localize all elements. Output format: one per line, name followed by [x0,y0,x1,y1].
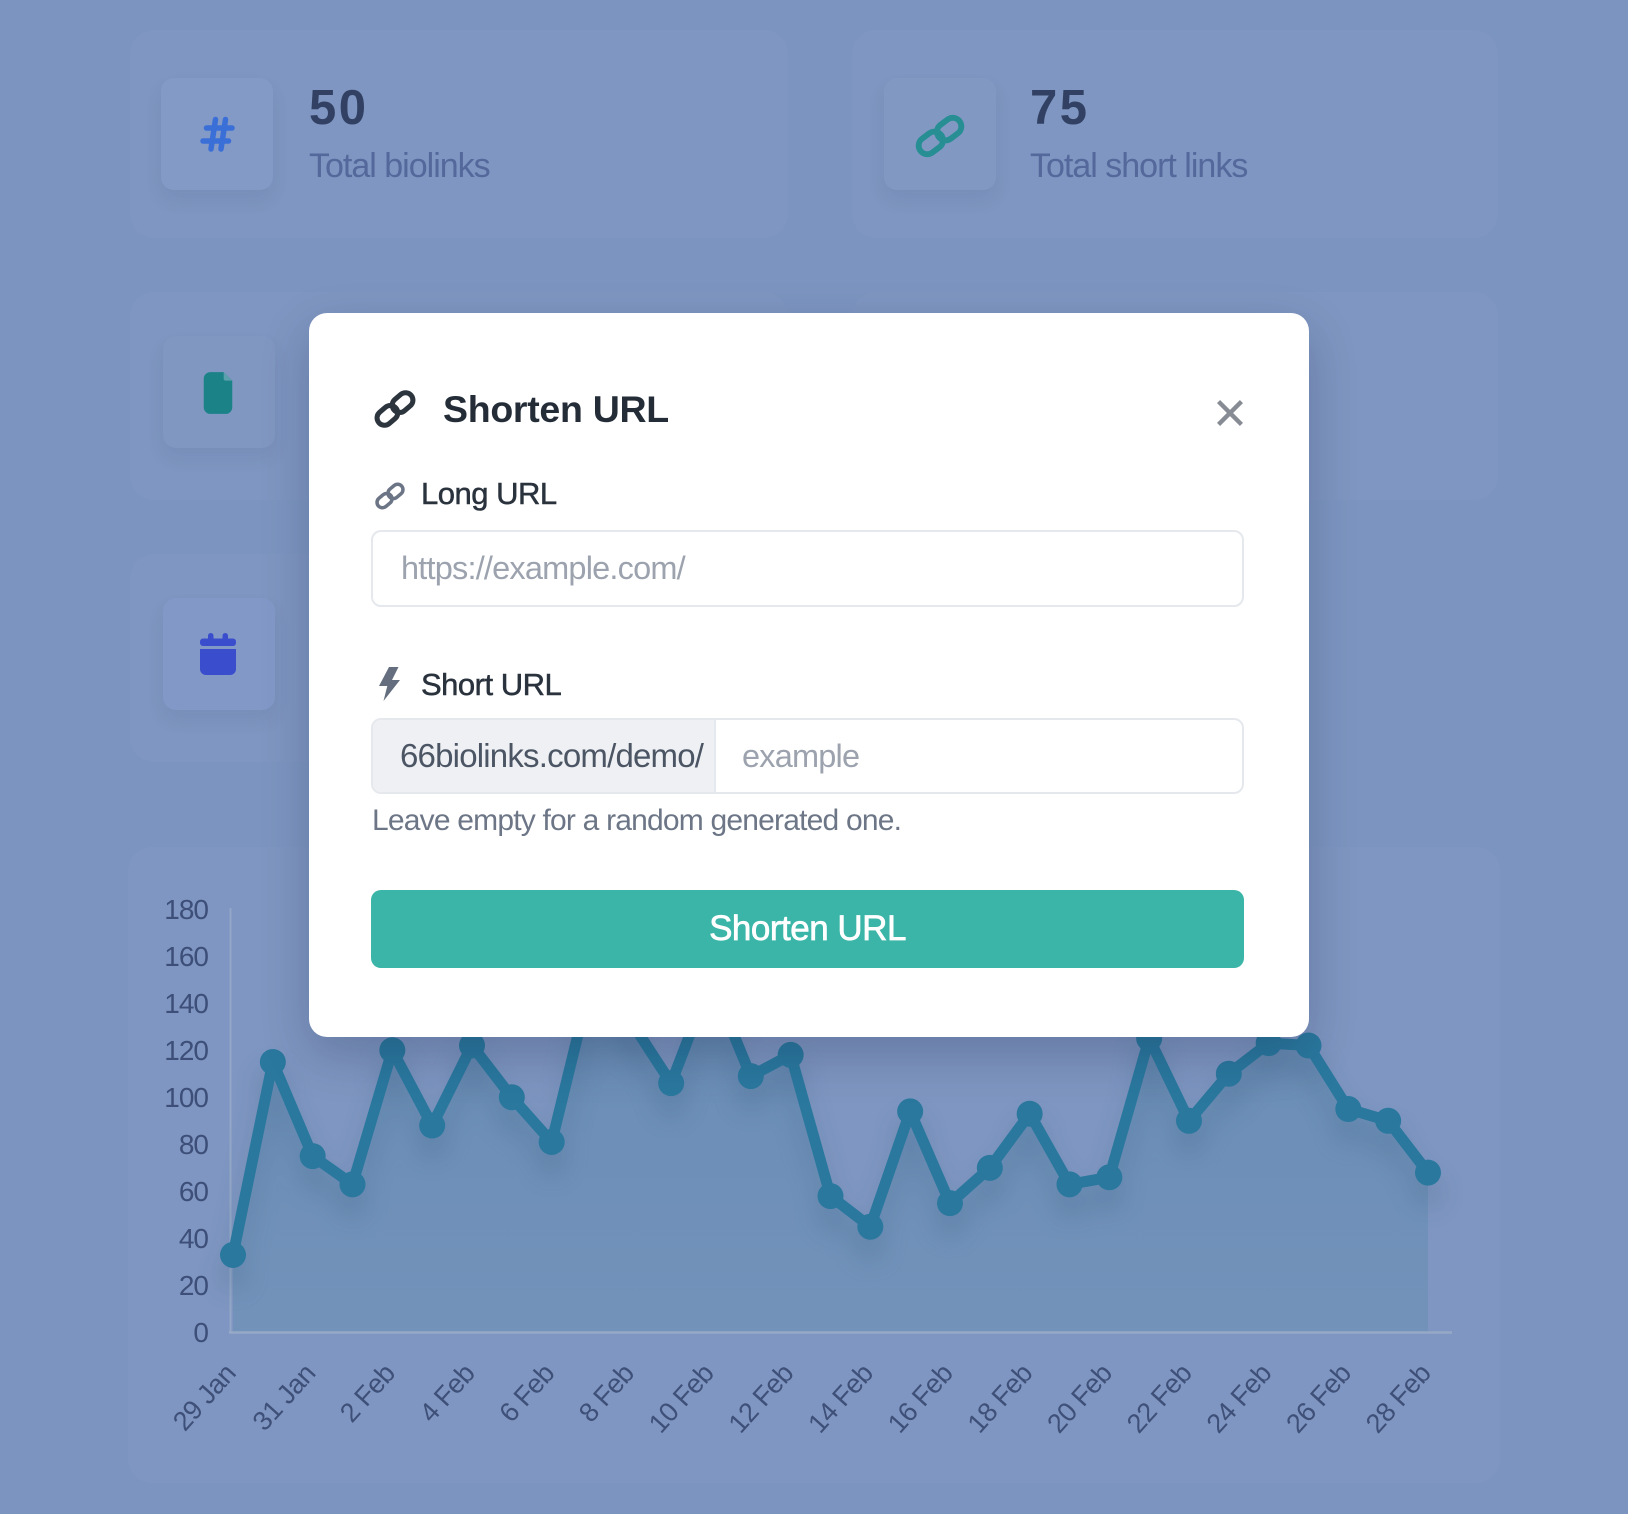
svg-text:60: 60 [179,1176,209,1207]
svg-text:31 Jan: 31 Jan [247,1358,322,1436]
svg-text:120: 120 [164,1035,208,1066]
svg-text:6 Feb: 6 Feb [493,1358,560,1428]
svg-text:2 Feb: 2 Feb [334,1358,401,1428]
svg-text:16 Feb: 16 Feb [882,1358,959,1438]
svg-text:18 Feb: 18 Feb [962,1358,1039,1438]
svg-text:24 Feb: 24 Feb [1201,1358,1278,1438]
svg-text:8 Feb: 8 Feb [573,1358,640,1428]
svg-text:4 Feb: 4 Feb [414,1358,481,1428]
svg-text:10 Feb: 10 Feb [643,1358,720,1438]
svg-text:180: 180 [164,894,208,925]
svg-text:20: 20 [179,1270,209,1301]
svg-text:0: 0 [193,1317,208,1348]
svg-text:100: 100 [164,1082,208,1113]
svg-text:22 Feb: 22 Feb [1121,1358,1198,1438]
svg-text:29 Jan: 29 Jan [167,1358,242,1436]
svg-text:14 Feb: 14 Feb [802,1358,879,1438]
svg-text:12 Feb: 12 Feb [723,1358,800,1438]
svg-text:80: 80 [179,1129,209,1160]
svg-text:40: 40 [179,1223,209,1254]
svg-text:28 Feb: 28 Feb [1360,1358,1437,1438]
svg-text:20 Feb: 20 Feb [1041,1358,1118,1438]
svg-text:26 Feb: 26 Feb [1280,1358,1357,1438]
svg-text:140: 140 [164,988,208,1019]
svg-text:160: 160 [164,941,208,972]
